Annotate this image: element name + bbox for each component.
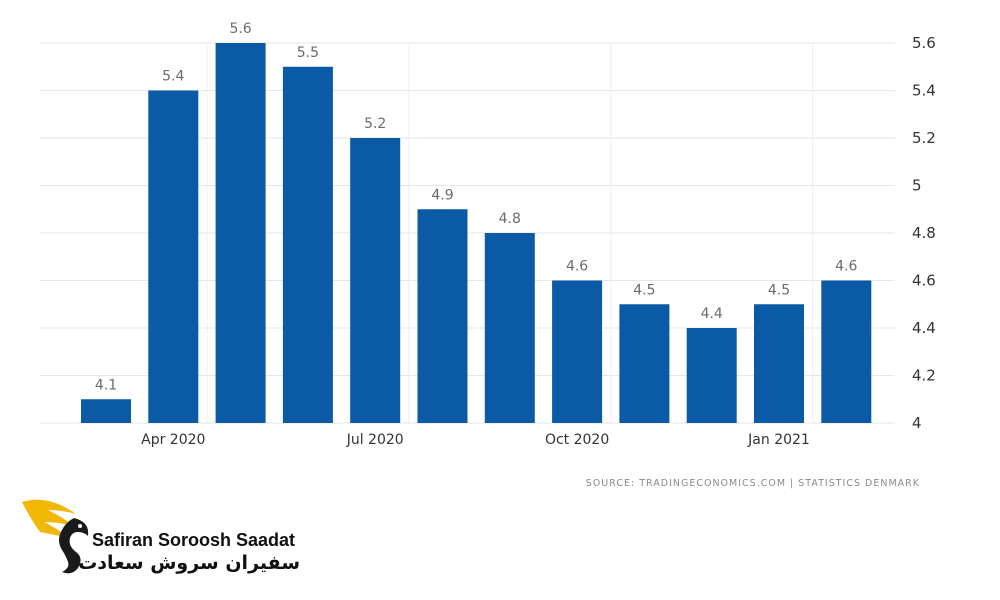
source-note: SOURCE: TRADINGECONOMICS.COM | STATISTIC… xyxy=(586,478,920,489)
data-label: 5.6 xyxy=(229,21,251,37)
x-axis: Apr 2020 Jul 2020 Oct 2020 Jan 2021 xyxy=(141,432,810,448)
data-label: 4.1 xyxy=(95,377,117,393)
bird-logo-icon xyxy=(22,499,89,574)
bar xyxy=(552,280,603,423)
data-labels-layer: 4.1 5.4 5.6 5.5 5.2 4.9 4.8 4.6 4.5 4.4 4.5 4.6 xyxy=(95,21,858,393)
data-label: 4.9 xyxy=(431,187,453,203)
data-label: 4.5 xyxy=(768,282,790,298)
y-tick-label: 5.6 xyxy=(912,34,936,52)
bar xyxy=(754,304,804,423)
bar xyxy=(417,209,468,423)
y-axis: 4 4.2 4.4 4.6 4.8 5 5.2 5.4 5.6 xyxy=(912,34,936,432)
x-tick-label: Jan 2021 xyxy=(747,432,810,448)
bar xyxy=(350,138,401,423)
data-label: 4.4 xyxy=(701,306,723,322)
bar xyxy=(282,66,333,423)
y-tick-label: 4 xyxy=(912,414,922,432)
logo-name-fa: سفیران سروش سعادت xyxy=(78,552,300,574)
y-tick-label: 5 xyxy=(912,177,922,195)
y-tick-label: 4.4 xyxy=(912,319,936,337)
data-label: 4.5 xyxy=(633,282,655,298)
data-label: 5.2 xyxy=(364,116,386,132)
brand-logo: Safiran Soroosh Saadat سفیران سروش سعادت xyxy=(18,492,308,582)
bar xyxy=(215,43,266,423)
y-tick-label: 4.6 xyxy=(912,272,936,290)
x-tick-label: Oct 2020 xyxy=(545,432,609,448)
x-tick-label: Apr 2020 xyxy=(141,432,205,448)
bar xyxy=(619,304,670,423)
bar xyxy=(148,90,199,423)
bars-layer xyxy=(81,43,872,423)
y-tick-label: 5.2 xyxy=(912,129,936,147)
bar xyxy=(484,233,535,423)
y-tick-label: 4.2 xyxy=(912,367,936,385)
logo-name-en: Safiran Soroosh Saadat xyxy=(92,530,296,550)
y-tick-label: 5.4 xyxy=(912,82,936,100)
bar xyxy=(686,328,737,423)
data-label: 4.6 xyxy=(566,259,588,275)
data-label: 4.6 xyxy=(835,259,857,275)
data-label: 5.5 xyxy=(297,45,319,61)
bar xyxy=(821,280,872,423)
y-tick-label: 4.8 xyxy=(912,224,936,242)
data-label: 5.4 xyxy=(162,69,184,85)
data-label: 4.8 xyxy=(499,211,521,227)
x-tick-label: Jul 2020 xyxy=(346,432,404,448)
bar xyxy=(81,399,131,423)
